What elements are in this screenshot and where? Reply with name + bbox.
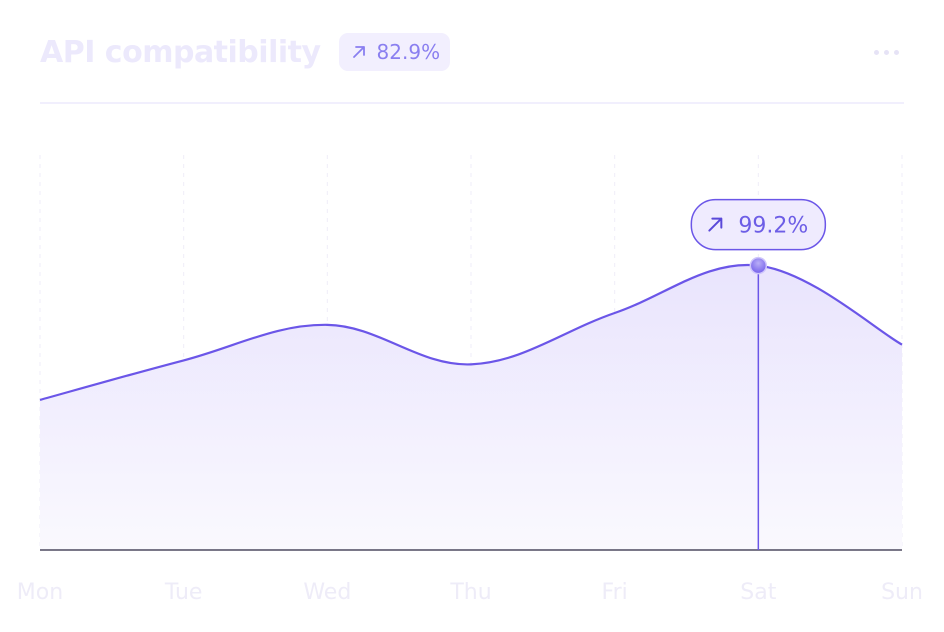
x-tick-label: Sun	[881, 580, 923, 605]
arrow-up-right-icon	[708, 217, 723, 232]
series-area	[40, 264, 902, 550]
more-horizontal-icon	[873, 49, 879, 55]
chart-title: API compatibility	[40, 34, 321, 70]
header-divider	[40, 102, 904, 104]
more-dot	[883, 49, 889, 55]
x-tick-label: Mon	[17, 580, 63, 605]
arrow-up-right-icon	[352, 46, 365, 58]
change-badge-value: 82.9%	[376, 40, 441, 64]
x-tick-label: Fri	[602, 580, 628, 605]
more-dot	[893, 49, 899, 55]
value-tooltip: 99.2%	[690, 198, 827, 251]
x-tick-label: Sat	[740, 580, 776, 605]
change-badge: 82.9%	[338, 33, 451, 71]
x-tick-label: Tue	[164, 580, 203, 605]
tooltip-value: 99.2%	[738, 214, 808, 239]
x-tick-label: Thu	[449, 580, 491, 605]
x-tick-label: Wed	[303, 580, 351, 605]
card-header: API compatibility 82.9%	[40, 30, 904, 74]
more-options-button[interactable]	[868, 38, 904, 66]
tooltip-bubble	[690, 198, 827, 251]
hover-point[interactable]	[749, 256, 768, 275]
